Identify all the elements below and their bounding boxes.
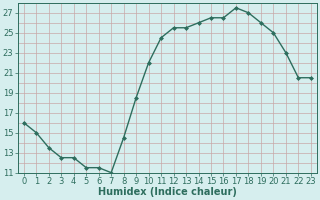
X-axis label: Humidex (Indice chaleur): Humidex (Indice chaleur) (98, 187, 237, 197)
